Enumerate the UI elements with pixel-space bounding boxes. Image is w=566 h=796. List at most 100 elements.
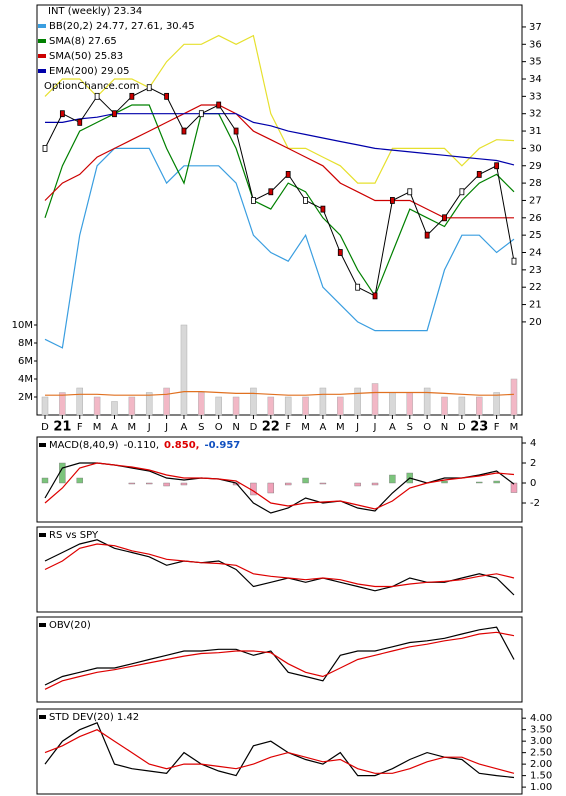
histogram-bar [180, 482, 188, 486]
x-tick-label: S [198, 422, 204, 433]
volume-bar [389, 392, 396, 416]
volume-bar [441, 396, 448, 416]
volume-bar [250, 387, 257, 416]
volume-bar [180, 324, 188, 416]
y-tick-label: 3.00 [530, 736, 552, 747]
histogram-bar [493, 480, 500, 484]
series-line [44, 543, 515, 588]
legend-swatch [38, 39, 46, 43]
volume-bar [128, 396, 136, 416]
volume-bar [302, 396, 309, 416]
candle [94, 92, 100, 100]
candle [389, 197, 395, 204]
y-tick-label: 29 [529, 161, 542, 172]
series-line [44, 104, 515, 298]
volume-bar [41, 396, 49, 416]
x-tick-label: M [510, 422, 519, 433]
candle [216, 101, 222, 109]
histogram-bar [510, 482, 518, 493]
volume-bar [145, 392, 153, 416]
histogram-bar [476, 481, 483, 484]
candle [407, 188, 413, 196]
y-tick-label: 23 [529, 265, 542, 276]
candle [442, 214, 447, 222]
histogram-bar [76, 477, 83, 484]
x-tick-label: D [250, 422, 258, 433]
readout: -0.957 [204, 440, 240, 451]
candle [268, 188, 274, 196]
x-tick-label: A [389, 422, 396, 433]
y-tick-label: 34 [529, 74, 542, 85]
y-tick-label: 32 [529, 109, 542, 120]
volume-bar [354, 387, 361, 416]
x-tick-label: N [232, 422, 239, 433]
x-tick-label: N [441, 422, 448, 433]
x-tick-label: F [77, 422, 83, 433]
volume-bar [284, 396, 292, 416]
series-line [45, 113, 515, 166]
y-tick-label: 4M [18, 374, 33, 385]
y-tick-label: 37 [529, 22, 542, 33]
x-tick-label: M [93, 422, 102, 433]
x-tick-label: O [215, 422, 223, 433]
candle [476, 171, 482, 178]
legend-swatch [38, 54, 46, 58]
candle [459, 188, 465, 196]
volume-bar [232, 396, 240, 416]
candle [181, 127, 187, 135]
candle [511, 257, 517, 265]
volume-bar [319, 387, 327, 416]
y-tick-label: -2 [530, 498, 540, 509]
candle [146, 84, 152, 92]
volume-bar [76, 387, 83, 416]
histogram-bar [59, 462, 66, 484]
histogram-bar [41, 477, 49, 484]
histogram-bar [302, 477, 309, 484]
y-tick-label: 22 [529, 282, 542, 293]
volume-bar [371, 383, 379, 416]
histogram-bar [389, 474, 396, 484]
x-tick-label: F [494, 422, 500, 433]
x-tick-label: 23 [470, 420, 488, 435]
panel-frame [36, 4, 523, 416]
volume-bar [476, 396, 483, 416]
panel-frame [36, 436, 523, 523]
y-tick-label: 33 [529, 91, 542, 102]
legend-label: EMA(200) 29.05 [49, 66, 129, 77]
series-line [44, 539, 515, 596]
legend-swatch [38, 69, 46, 73]
series-line [44, 729, 515, 774]
chart-title: INT (weekly) 23.34 [48, 6, 142, 17]
y-tick-label: 28 [529, 178, 542, 189]
legend-label: SMA(50) 25.83 [49, 51, 123, 62]
y-tick-label: 2M [18, 392, 33, 403]
x-tick-label: M [301, 422, 310, 433]
x-tick-label: 21 [53, 420, 71, 435]
series-line [44, 34, 515, 184]
y-tick-label: 36 [529, 39, 542, 50]
annotation: OptionChance.com [44, 81, 139, 92]
y-tick-label: 3.50 [530, 725, 552, 736]
histogram-bar [319, 482, 327, 485]
x-tick-label: 22 [262, 420, 280, 435]
series-line [44, 147, 515, 349]
panel-title: RS vs SPY [49, 530, 99, 541]
candle [42, 144, 48, 152]
candle [233, 127, 239, 135]
x-tick-label: J [373, 422, 377, 433]
x-tick-label: S [407, 422, 413, 433]
candle [424, 231, 430, 239]
volume-bar [493, 392, 500, 416]
y-tick-label: 2 [530, 458, 536, 469]
x-tick-label: D [41, 422, 49, 433]
candle [59, 110, 65, 118]
series-line [44, 631, 515, 690]
histogram-bar [267, 482, 275, 494]
panel-title: STD DEV(20) 1.42 [49, 712, 139, 723]
legend-swatch [38, 24, 46, 28]
series-line [44, 87, 515, 297]
volume-bar [510, 378, 518, 416]
volume-bar [337, 396, 344, 416]
y-tick-label: 24 [529, 248, 542, 259]
